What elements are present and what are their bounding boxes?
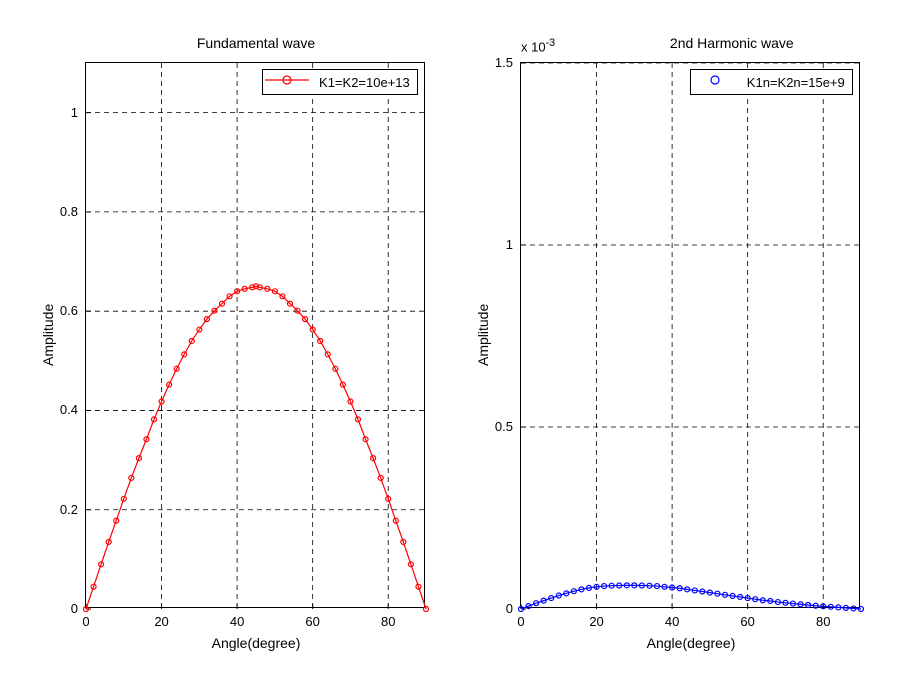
exponent-annotation: x 10-3 <box>521 37 555 54</box>
xtick-label: 80 <box>816 614 830 629</box>
ytick-label: 0.5 <box>495 419 513 434</box>
ytick-label: 1.5 <box>495 55 513 70</box>
ylabel-fundamental: Amplitude <box>40 304 56 366</box>
axes-harmonic: 2nd Harmonic wave x 10-3 Amplitude Angle… <box>520 62 860 608</box>
xtick-label: 40 <box>665 614 679 629</box>
legend-label: K1n=K2n=15e+9 <box>747 75 845 90</box>
axes-fundamental: Fundamental wave Amplitude Angle(degree)… <box>85 62 425 608</box>
xtick-label: 80 <box>381 614 395 629</box>
legend-fundamental: K1=K2=10e+13 <box>262 69 418 95</box>
ytick-label: 0.4 <box>60 402 78 417</box>
ytick-label: 1 <box>71 105 78 120</box>
ytick-label: 0 <box>506 601 513 616</box>
ytick-label: 0.8 <box>60 204 78 219</box>
plot-svg <box>86 63 426 609</box>
ylabel-harmonic: Amplitude <box>475 304 491 366</box>
legend-swatch-icon <box>695 72 743 92</box>
ytick-label: 0 <box>71 601 78 616</box>
xlabel-fundamental: Angle(degree) <box>212 635 301 651</box>
xtick-label: 0 <box>517 614 524 629</box>
xtick-label: 20 <box>589 614 603 629</box>
legend-harmonic: K1n=K2n=15e+9 <box>690 69 853 95</box>
title-harmonic: 2nd Harmonic wave <box>670 35 794 51</box>
xtick-label: 60 <box>740 614 754 629</box>
title-fundamental: Fundamental wave <box>197 35 315 51</box>
series-line <box>86 286 426 609</box>
plot-svg <box>521 63 861 609</box>
xtick-label: 20 <box>154 614 168 629</box>
legend-label: K1=K2=10e+13 <box>319 75 410 90</box>
xtick-label: 0 <box>82 614 89 629</box>
xtick-label: 40 <box>230 614 244 629</box>
ytick-label: 0.6 <box>60 303 78 318</box>
xlabel-harmonic: Angle(degree) <box>647 635 736 651</box>
ytick-label: 0.2 <box>60 502 78 517</box>
legend-swatch-icon <box>267 72 315 92</box>
xtick-label: 60 <box>305 614 319 629</box>
ytick-label: 1 <box>506 237 513 252</box>
figure: Fundamental wave Amplitude Angle(degree)… <box>0 0 902 689</box>
